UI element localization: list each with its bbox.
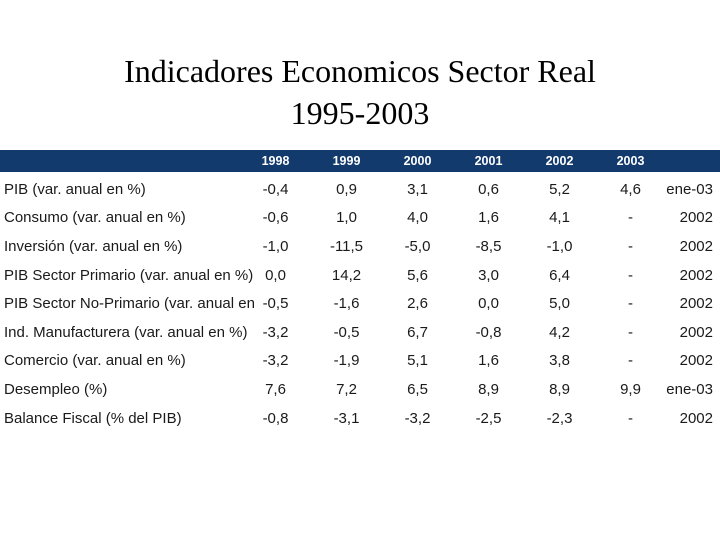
value-cell: -3,2 <box>404 409 431 427</box>
header-year-cell: 2001 <box>474 154 503 168</box>
value-cell: -2,3 <box>546 409 573 427</box>
row-label-cell: PIB (var. anual en %) <box>4 180 146 198</box>
period-cell: ene-03 <box>666 380 713 398</box>
value-cell: -0,8 <box>262 409 289 427</box>
header-year-cell: 1998 <box>261 154 290 168</box>
value-cell: - <box>628 266 633 284</box>
value-cell: 5,2 <box>549 180 570 198</box>
value-cell: 0,0 <box>478 295 499 313</box>
value-cell: - <box>628 295 633 313</box>
header-year-cell: 2003 <box>616 154 645 168</box>
row-label-cell: Comercio (var. anual en %) <box>4 352 186 370</box>
table-row: Ind. Manufacturera (var. anual en %) -3,… <box>0 318 720 347</box>
row-label-cell: Ind. Manufacturera (var. anual en %) <box>4 323 248 341</box>
value-cell: -0,4 <box>262 180 289 198</box>
value-cell: 5,6 <box>407 266 428 284</box>
period-cell: ene-03 <box>666 180 713 198</box>
period-cell: 2002 <box>679 409 713 427</box>
value-cell: - <box>628 209 633 227</box>
period-cell: 2002 <box>679 209 713 227</box>
value-cell: 8,9 <box>478 380 499 398</box>
value-cell: 7,6 <box>265 380 286 398</box>
header-year-cell: 2000 <box>403 154 432 168</box>
table-row: PIB Sector Primario (var. anual en %) 0,… <box>0 261 720 290</box>
value-cell: -3,2 <box>262 352 289 370</box>
slide-title-line1: Indicadores Economicos Sector Real <box>124 53 596 89</box>
table-row: Comercio (var. anual en %) -3,2 -1,9 5,1… <box>0 347 720 376</box>
value-cell: 9,9 <box>620 380 641 398</box>
value-cell: 6,4 <box>549 266 570 284</box>
period-cell: 2002 <box>679 266 713 284</box>
value-cell: 7,2 <box>336 380 357 398</box>
value-cell: -8,5 <box>475 237 502 255</box>
value-cell: 1,6 <box>478 352 499 370</box>
period-cell: 2002 <box>679 352 713 370</box>
value-cell: 3,1 <box>407 180 428 198</box>
value-cell: -0,5 <box>333 323 360 341</box>
value-cell: 4,0 <box>407 209 428 227</box>
row-label-cell: Consumo (var. anual en %) <box>4 209 186 227</box>
period-cell: 2002 <box>679 323 713 341</box>
value-cell: 5,0 <box>549 295 570 313</box>
value-cell: - <box>628 323 633 341</box>
value-cell: -3,2 <box>262 323 289 341</box>
row-label-cell: Desempleo (%) <box>4 380 108 398</box>
table-row: Balance Fiscal (% del PIB) -0,8 -3,1 -3,… <box>0 404 720 433</box>
period-cell: 2002 <box>679 295 713 313</box>
row-label-cell: Balance Fiscal (% del PIB) <box>4 409 182 427</box>
value-cell: -0,6 <box>262 209 289 227</box>
value-cell: 4,6 <box>620 180 641 198</box>
value-cell: -1,0 <box>262 237 289 255</box>
table-row: PIB Sector No-Primario (var. anual en -0… <box>0 289 720 318</box>
header-year-cell: 2002 <box>545 154 574 168</box>
value-cell: -1,9 <box>333 352 360 370</box>
value-cell: 14,2 <box>331 266 362 284</box>
value-cell: 5,1 <box>407 352 428 370</box>
value-cell: 8,9 <box>549 380 570 398</box>
value-cell: - <box>628 409 633 427</box>
value-cell: -1,6 <box>333 295 360 313</box>
table-body: PIB (var. anual en %) -0,4 0,9 3,1 0,6 5… <box>0 172 720 432</box>
row-label-cell: Inversión (var. anual en %) <box>4 237 183 255</box>
value-cell: -1,0 <box>546 237 573 255</box>
value-cell: - <box>628 352 633 370</box>
value-cell: -5,0 <box>404 237 431 255</box>
value-cell: 3,0 <box>478 266 499 284</box>
value-cell: -3,1 <box>333 409 360 427</box>
value-cell: -0,8 <box>475 323 502 341</box>
value-cell: -2,5 <box>475 409 502 427</box>
row-label-cell: PIB Sector No-Primario (var. anual en <box>4 295 255 313</box>
value-cell: 4,2 <box>549 323 570 341</box>
value-cell: 4,1 <box>549 209 570 227</box>
table-header-row: 1998 1999 2000 2001 2002 2003 <box>0 150 720 172</box>
value-cell: 0,0 <box>265 266 286 284</box>
value-cell: 1,0 <box>336 209 357 227</box>
table-row: Inversión (var. anual en %) -1,0 -11,5 -… <box>0 232 720 261</box>
value-cell: -0,5 <box>262 295 289 313</box>
slide-title: Indicadores Economicos Sector Real 1995-… <box>0 50 720 134</box>
table-row: Consumo (var. anual en %) -0,6 1,0 4,0 1… <box>0 204 720 233</box>
value-cell: 0,6 <box>478 180 499 198</box>
indicators-table: 1998 1999 2000 2001 2002 2003 PIB (var. … <box>0 150 720 432</box>
table-row: PIB (var. anual en %) -0,4 0,9 3,1 0,6 5… <box>0 175 720 204</box>
value-cell: 3,8 <box>549 352 570 370</box>
row-label-cell: PIB Sector Primario (var. anual en %) <box>4 266 254 284</box>
value-cell: - <box>628 237 633 255</box>
value-cell: 2,6 <box>407 295 428 313</box>
period-cell: 2002 <box>679 237 713 255</box>
slide-title-line2: 1995-2003 <box>290 95 430 131</box>
value-cell: -11,5 <box>329 237 364 255</box>
header-year-cell: 1999 <box>332 154 361 168</box>
value-cell: 1,6 <box>478 209 499 227</box>
value-cell: 0,9 <box>336 180 357 198</box>
table-row: Desempleo (%) 7,6 7,2 6,5 8,9 8,9 9,9 en… <box>0 375 720 404</box>
value-cell: 6,5 <box>407 380 428 398</box>
value-cell: 6,7 <box>407 323 428 341</box>
